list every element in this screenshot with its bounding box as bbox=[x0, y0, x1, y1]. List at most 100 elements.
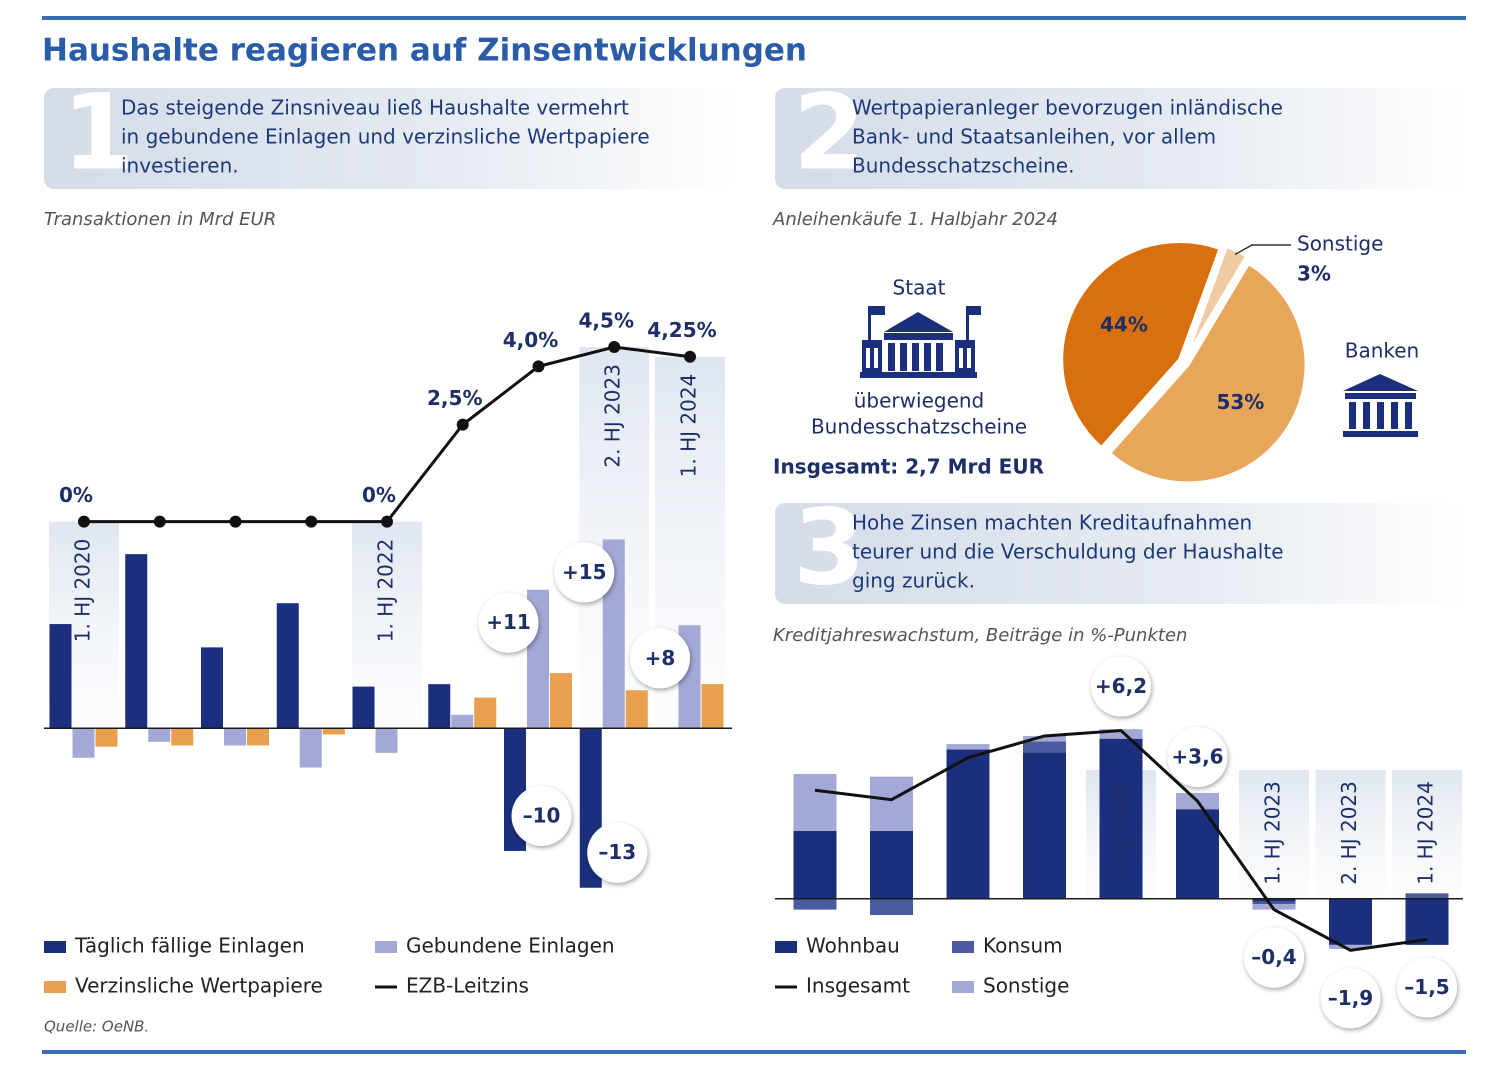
legend-label: Sonstige bbox=[983, 974, 1069, 998]
label-bubble bbox=[587, 822, 648, 883]
legend-label: EZB-Leitzins bbox=[406, 974, 529, 998]
government-icon bbox=[860, 306, 981, 378]
highlight-column bbox=[1315, 770, 1386, 899]
line-point bbox=[305, 515, 318, 528]
bar-segment bbox=[1099, 729, 1143, 739]
bar bbox=[375, 728, 398, 753]
line-point bbox=[532, 360, 545, 373]
label-bubble bbox=[1320, 968, 1381, 1029]
panel-text: Das steigende Zinsniveau ließ Haushalte … bbox=[121, 96, 629, 120]
bar-segment bbox=[1252, 901, 1296, 905]
bar bbox=[49, 624, 72, 729]
pie-note: überwiegend bbox=[854, 389, 985, 413]
label-bubble bbox=[630, 628, 690, 689]
bar bbox=[72, 728, 95, 758]
value-label: –1,9 bbox=[1328, 986, 1373, 1010]
value-label: +8 bbox=[645, 646, 676, 670]
line-point bbox=[608, 341, 621, 354]
value-label: +6,2 bbox=[1095, 674, 1147, 698]
label-bubble bbox=[1167, 727, 1228, 788]
bar-segment bbox=[793, 830, 837, 899]
value-label: –13 bbox=[598, 840, 636, 864]
chart-subtitle: Kreditjahreswachstum, Beiträge in %-Punk… bbox=[773, 625, 1187, 646]
label-bubble bbox=[1244, 927, 1304, 988]
bar-segment bbox=[870, 776, 913, 831]
label-bubble bbox=[554, 542, 615, 603]
panel-text: Bank- und Staatsanleihen, vor allem bbox=[852, 125, 1216, 149]
bar-segment bbox=[793, 898, 837, 910]
bar-segment bbox=[1329, 898, 1372, 945]
legend-swatch bbox=[44, 981, 66, 993]
value-label: –10 bbox=[523, 803, 561, 827]
chart-subtitle: Transaktionen in Mrd EUR bbox=[44, 209, 276, 230]
pie-total: Insgesamt: 2,7 Mrd EUR bbox=[773, 455, 1044, 479]
x-tick-label: 1. HJ 2022 bbox=[1108, 781, 1132, 885]
panel-number: 2 bbox=[793, 71, 865, 193]
pie-slice bbox=[1184, 244, 1249, 359]
value-label: 3% bbox=[1297, 262, 1331, 286]
value-label: +11 bbox=[486, 610, 531, 634]
source: Quelle: OeNB. bbox=[44, 1018, 149, 1036]
panel-box bbox=[775, 88, 1465, 189]
line-point bbox=[684, 350, 696, 363]
label-bubble bbox=[478, 592, 539, 653]
panel-number: 1 bbox=[62, 71, 134, 193]
panel-text: ging zurück. bbox=[852, 569, 975, 593]
bar-segment bbox=[870, 898, 913, 916]
bar-segment bbox=[870, 830, 913, 899]
value-label: 2,5% bbox=[427, 386, 482, 410]
chart-subtitle: Anleihenkäufe 1. Halbjahr 2024 bbox=[772, 209, 1058, 230]
bar-segment bbox=[1099, 738, 1143, 899]
bar bbox=[171, 728, 194, 746]
panel-text: investieren. bbox=[121, 154, 239, 178]
label-bubble bbox=[511, 785, 572, 846]
bar-segment bbox=[1252, 898, 1296, 902]
pie-note: Bundesschatzscheine bbox=[811, 415, 1027, 439]
bar bbox=[625, 690, 648, 729]
bar bbox=[550, 673, 572, 729]
bar bbox=[148, 728, 171, 742]
value-label: 0% bbox=[362, 483, 396, 507]
bar-segment bbox=[946, 744, 990, 750]
legend-label: Täglich fällige Einlagen bbox=[74, 934, 305, 958]
legend-swatch bbox=[952, 981, 974, 993]
legend-swatch bbox=[775, 941, 797, 953]
bar bbox=[299, 728, 322, 768]
panel-number: 3 bbox=[793, 486, 865, 608]
line-point bbox=[456, 418, 469, 431]
value-label: 0% bbox=[59, 483, 93, 507]
value-label: 4,5% bbox=[579, 309, 634, 333]
bar-segment bbox=[946, 749, 990, 899]
bar bbox=[224, 728, 246, 746]
pie-slice bbox=[1107, 261, 1308, 485]
pie-slice bbox=[1060, 239, 1222, 450]
line-point bbox=[381, 515, 393, 528]
value-label: 53% bbox=[1216, 390, 1264, 414]
bar-segment bbox=[1023, 735, 1066, 742]
legend-swatch bbox=[375, 941, 397, 953]
bar-segment bbox=[1329, 944, 1372, 949]
legend-label: Verzinsliche Wertpapiere bbox=[75, 974, 323, 998]
value-label: 4,0% bbox=[503, 328, 558, 352]
bar-segment bbox=[1405, 898, 1449, 945]
panel-text: Bundesschatzscheine. bbox=[852, 154, 1074, 178]
legend-label: Insgesamt bbox=[806, 974, 910, 998]
bar bbox=[125, 554, 148, 729]
x-tick-label: 1. HJ 2023 bbox=[1261, 781, 1285, 885]
x-tick-label: 1. HJ 2020 bbox=[71, 539, 95, 643]
bar bbox=[201, 647, 223, 729]
x-tick-label: 2. HJ 2023 bbox=[1337, 781, 1361, 885]
line-series bbox=[814, 729, 1428, 952]
bar bbox=[95, 728, 118, 747]
bar bbox=[276, 603, 299, 729]
x-tick-label: 2. HJ 2023 bbox=[601, 364, 625, 468]
line-point bbox=[153, 515, 166, 528]
value-label: 4,25% bbox=[647, 318, 716, 342]
panel-box bbox=[775, 503, 1465, 604]
highlight-column bbox=[1392, 770, 1462, 899]
bank-icon bbox=[1343, 374, 1418, 437]
panel-text: Hohe Zinsen machten Kreditaufnahmen bbox=[852, 511, 1252, 535]
bottom-rule bbox=[42, 1050, 1466, 1054]
bar-segment bbox=[1405, 893, 1449, 899]
